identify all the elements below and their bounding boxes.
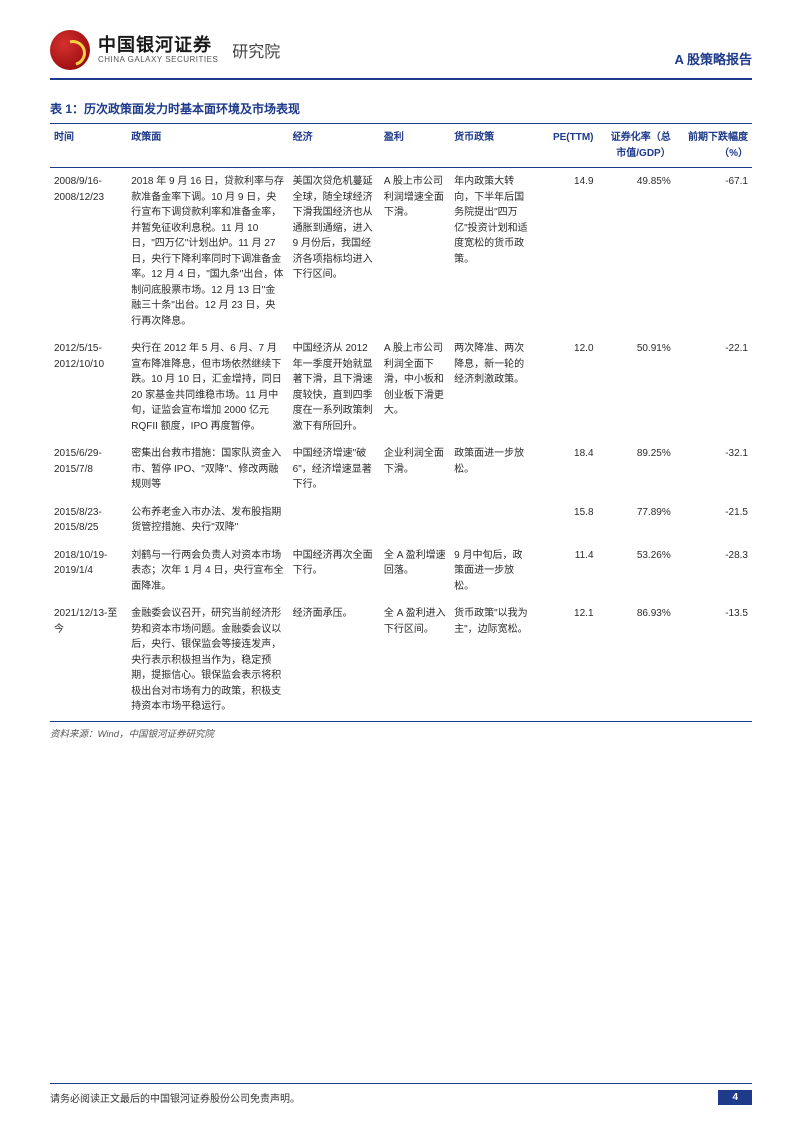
- cell-col-profit: A 股上市公司利润增速全面下滑。: [380, 168, 450, 336]
- col-sec: 证券化率（总市值/GDP）: [598, 124, 675, 168]
- cell-col-drop: -28.3: [675, 542, 752, 601]
- cell-col-policy: 2018 年 9 月 16 日，贷款利率与存款准备金率下调。10 月 9 日，央…: [127, 168, 288, 336]
- cell-col-money: [450, 499, 534, 542]
- cell-col-drop: -22.1: [675, 335, 752, 440]
- cell-col-time: 2021/12/13-至今: [50, 600, 127, 721]
- cell-col-sec: 49.85%: [598, 168, 675, 336]
- cell-col-time: 2015/8/23-2015/8/25: [50, 499, 127, 542]
- cell-col-pe: 18.4: [534, 440, 597, 499]
- cell-col-policy: 密集出台救市措施：国家队资金入市、暂停 IPO、"双降"、修改两融规则等: [127, 440, 288, 499]
- cell-col-econ: 中国经济增速"破 6"，经济增速显著下行。: [289, 440, 380, 499]
- cell-col-profit: A 股上市公司利润全面下滑，中小板和创业板下滑更大。: [380, 335, 450, 440]
- cell-col-money: 政策面进一步放松。: [450, 440, 534, 499]
- table-row: 2008/9/16-2008/12/232018 年 9 月 16 日，贷款利率…: [50, 168, 752, 336]
- logo-block: 中国银河证券 CHINA GALAXY SECURITIES 研究院: [50, 30, 280, 70]
- table-source: 资料来源：Wind，中国银河证券研究院: [50, 726, 752, 740]
- col-pe: PE(TTM): [534, 124, 597, 168]
- cell-col-drop: -32.1: [675, 440, 752, 499]
- cell-col-sec: 77.89%: [598, 499, 675, 542]
- cell-col-pe: 15.8: [534, 499, 597, 542]
- org-name-cn: 中国银河证券: [98, 36, 218, 56]
- col-econ: 经济: [289, 124, 380, 168]
- cell-col-time: 2012/5/15-2012/10/10: [50, 335, 127, 440]
- table-body: 2008/9/16-2008/12/232018 年 9 月 16 日，贷款利率…: [50, 168, 752, 722]
- cell-col-money: 货币政策"以我为主"，边际宽松。: [450, 600, 534, 721]
- cell-col-drop: -67.1: [675, 168, 752, 336]
- cell-col-profit: [380, 499, 450, 542]
- cell-col-econ: [289, 499, 380, 542]
- logo-text: 中国银河证券 CHINA GALAXY SECURITIES: [98, 36, 218, 65]
- cell-col-econ: 美国次贷危机蔓延全球，随全球经济下滑我国经济也从通胀到通缩，进入 9 月份后，我…: [289, 168, 380, 336]
- cell-col-econ: 经济面承压。: [289, 600, 380, 721]
- table-row: 2018/10/19-2019/1/4刘鹤与一行两会负责人对资本市场表态；次年 …: [50, 542, 752, 601]
- table-row: 2015/8/23-2015/8/25公布养老金入市办法、发布股指期货管控措施、…: [50, 499, 752, 542]
- table-row: 2012/5/15-2012/10/10央行在 2012 年 5 月、6 月、7…: [50, 335, 752, 440]
- cell-col-profit: 企业利润全面下滑。: [380, 440, 450, 499]
- cell-col-money: 两次降准、两次降息，新一轮的经济刺激政策。: [450, 335, 534, 440]
- cell-col-pe: 14.9: [534, 168, 597, 336]
- table-title: 表 1：历次政策面发力时基本面环境及市场表现: [50, 100, 752, 117]
- cell-col-pe: 12.0: [534, 335, 597, 440]
- cell-col-sec: 50.91%: [598, 335, 675, 440]
- cell-col-policy: 金融委会议召开，研究当前经济形势和资本市场问题。金融委会议以后，央行、银保监会等…: [127, 600, 288, 721]
- cell-col-drop: -21.5: [675, 499, 752, 542]
- logo-icon: [50, 30, 90, 70]
- page-footer: 请务必阅读正文最后的中国银河证券股份公司免责声明。 4: [50, 1083, 752, 1105]
- cell-col-policy: 公布养老金入市办法、发布股指期货管控措施、央行"双降": [127, 499, 288, 542]
- page-header: 中国银河证券 CHINA GALAXY SECURITIES 研究院 A 股策略…: [50, 30, 752, 80]
- cell-col-drop: -13.5: [675, 600, 752, 721]
- cell-col-pe: 12.1: [534, 600, 597, 721]
- table-row: 2015/6/29-2015/7/8密集出台救市措施：国家队资金入市、暂停 IP…: [50, 440, 752, 499]
- department: 研究院: [232, 38, 280, 62]
- cell-col-pe: 11.4: [534, 542, 597, 601]
- footer-disclaimer: 请务必阅读正文最后的中国银河证券股份公司免责声明。: [50, 1090, 300, 1105]
- cell-col-money: 年内政策大转向，下半年后国务院提出"四万亿"投资计划和适度宽松的货币政策。: [450, 168, 534, 336]
- table-row: 2021/12/13-至今金融委会议召开，研究当前经济形势和资本市场问题。金融委…: [50, 600, 752, 721]
- col-money: 货币政策: [450, 124, 534, 168]
- cell-col-econ: 中国经济再次全面下行。: [289, 542, 380, 601]
- policy-history-table: 时间 政策面 经济 盈利 货币政策 PE(TTM) 证券化率（总市值/GDP） …: [50, 123, 752, 722]
- cell-col-profit: 全 A 盈利增速回落。: [380, 542, 450, 601]
- col-profit: 盈利: [380, 124, 450, 168]
- cell-col-sec: 53.26%: [598, 542, 675, 601]
- table-header-row: 时间 政策面 经济 盈利 货币政策 PE(TTM) 证券化率（总市值/GDP） …: [50, 124, 752, 168]
- cell-col-sec: 86.93%: [598, 600, 675, 721]
- cell-col-time: 2015/6/29-2015/7/8: [50, 440, 127, 499]
- cell-col-profit: 全 A 盈利进入下行区间。: [380, 600, 450, 721]
- cell-col-policy: 刘鹤与一行两会负责人对资本市场表态；次年 1 月 4 日，央行宣布全面降准。: [127, 542, 288, 601]
- cell-col-sec: 89.25%: [598, 440, 675, 499]
- col-drop: 前期下跌幅度（%）: [675, 124, 752, 168]
- cell-col-policy: 央行在 2012 年 5 月、6 月、7 月宣布降准降息，但市场依然继续下跌。1…: [127, 335, 288, 440]
- cell-col-time: 2008/9/16-2008/12/23: [50, 168, 127, 336]
- doc-type: A 股策略报告: [674, 49, 752, 70]
- cell-col-time: 2018/10/19-2019/1/4: [50, 542, 127, 601]
- col-policy: 政策面: [127, 124, 288, 168]
- org-name-en: CHINA GALAXY SECURITIES: [98, 56, 218, 65]
- cell-col-money: 9 月中旬后，政策面进一步放松。: [450, 542, 534, 601]
- col-time: 时间: [50, 124, 127, 168]
- cell-col-econ: 中国经济从 2012 年一季度开始就显著下滑，且下滑速度较快，直到四季度在一系列…: [289, 335, 380, 440]
- page-number: 4: [718, 1090, 752, 1105]
